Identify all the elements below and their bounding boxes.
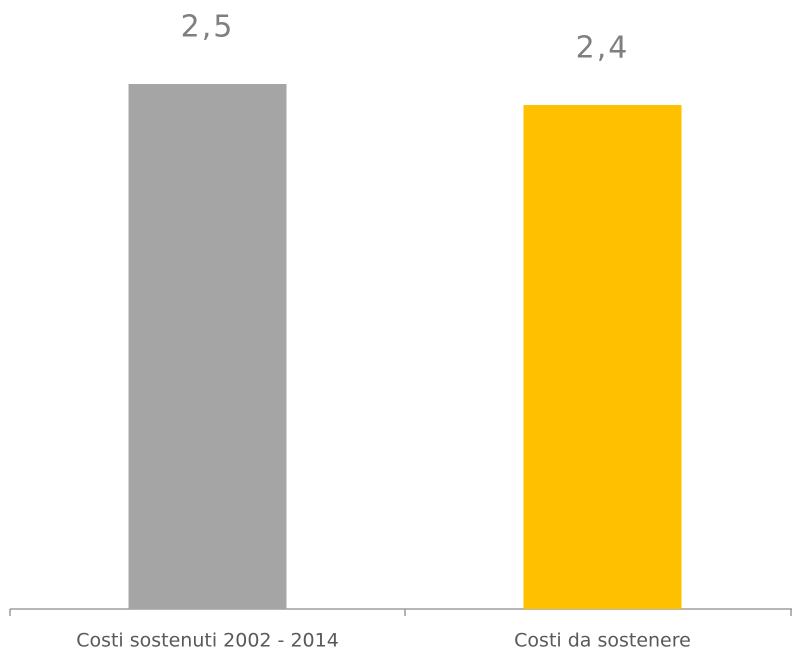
x-tick-label: Costi sostenuti 2002 - 2014 — [76, 630, 339, 652]
value-label: 2,4 — [576, 31, 630, 66]
value-label: 2,5 — [181, 10, 235, 45]
bar — [128, 84, 287, 609]
x-tick-label: Costi da sostenere — [514, 630, 691, 652]
bar — [523, 105, 682, 609]
